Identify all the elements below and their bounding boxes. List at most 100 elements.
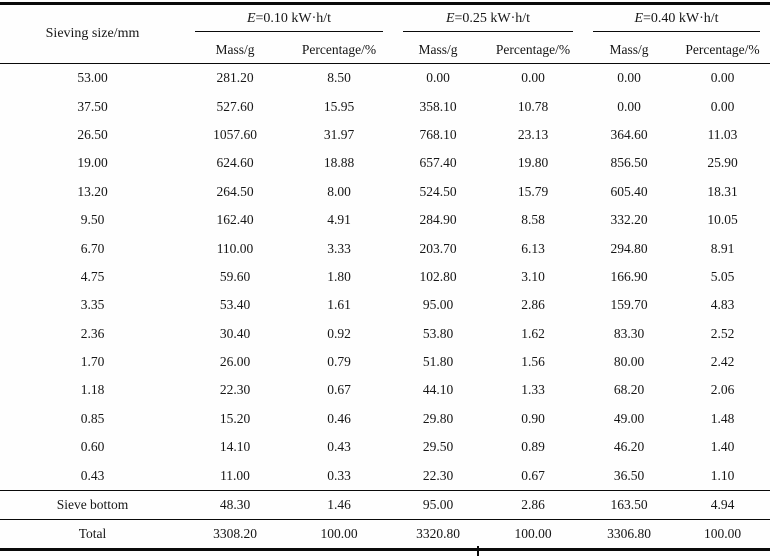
table-row: 0.43 11.00 0.33 22.30 0.67 36.50 1.10 (0, 461, 770, 490)
size-cell: 13.20 (77, 183, 108, 199)
column-group-e-025: E=0.25 kW·h/t (393, 4, 583, 37)
mass-cell: 26.00 (219, 354, 251, 370)
mass-cell: 95.00 (393, 489, 483, 520)
energy-symbol: E (445, 11, 455, 26)
size-cell: 1.70 (80, 354, 105, 370)
column-header-mass-1: Mass/g (185, 36, 285, 64)
table-row: 13.20 264.50 8.00 524.50 15.79 605.40 18.31 (0, 178, 770, 206)
size-cell: 53.00 (77, 70, 108, 86)
mass-cell: 527.60 (216, 98, 254, 114)
percentage-cell: 5.05 (710, 268, 735, 284)
column-header-mass-2: Mass/g (393, 36, 483, 64)
mass-cell: 53.80 (422, 325, 454, 341)
mass-cell: 3308.20 (185, 518, 285, 550)
percentage-cell: 100.00 (675, 518, 770, 550)
percentage-cell: 8.58 (521, 212, 545, 228)
mass-cell: 110.00 (216, 240, 254, 256)
column-header-percentage-1: Percentage/% (285, 36, 393, 64)
mass-cell: 3306.80 (583, 518, 675, 550)
percentage-cell: 11.03 (707, 126, 738, 142)
percentage-cell: 1.10 (710, 467, 735, 483)
percentage-cell: 8.91 (710, 240, 735, 256)
percentage-cell: 15.95 (323, 98, 355, 114)
mass-cell: 264.50 (216, 183, 254, 199)
mass-cell: 0.00 (426, 70, 450, 86)
mass-cell: 102.80 (419, 268, 457, 284)
energy-value-label: =0.40 kW·h/t (643, 11, 719, 26)
mass-cell: 22.30 (219, 382, 251, 398)
size-cell: 0.60 (80, 439, 105, 455)
energy-value-label: =0.10 kW·h/t (255, 11, 332, 26)
table-row: 1.18 22.30 0.67 44.10 1.33 68.20 2.06 (0, 376, 770, 404)
percentage-cell: 6.13 (521, 240, 545, 256)
mass-cell: 1057.60 (213, 126, 257, 142)
mass-cell: 657.40 (419, 155, 457, 171)
mass-cell: 29.50 (422, 439, 454, 455)
table-header: Sieving size/mm E=0.10 kW·h/t E=0.25 kW·… (0, 3, 770, 64)
percentage-cell: 0.67 (521, 467, 545, 483)
mass-cell: 48.30 (185, 489, 285, 520)
percentage-cell: 15.79 (517, 183, 549, 199)
mass-cell: 624.60 (216, 155, 254, 171)
mass-cell: 22.30 (422, 467, 454, 483)
percentage-cell: 3.10 (521, 268, 545, 284)
energy-value-label: =0.25 kW·h/t (454, 11, 531, 26)
table-row: 2.36 30.40 0.92 53.80 1.62 83.30 2.52 (0, 320, 770, 348)
mass-cell: 46.20 (613, 439, 645, 455)
percentage-cell: 0.33 (327, 467, 351, 483)
percentage-cell: 100.00 (483, 518, 583, 550)
percentage-cell: 31.97 (323, 126, 355, 142)
mass-cell: 856.50 (610, 155, 648, 171)
mass-cell: 51.80 (422, 354, 454, 370)
table-row: 19.00 624.60 18.88 657.40 19.80 856.50 25.90 (0, 149, 770, 177)
percentage-cell: 2.42 (710, 354, 735, 370)
subheader-row: Mass/g Percentage/% Mass/g Percentage/% … (0, 36, 770, 64)
percentage-cell: 100.00 (285, 518, 393, 550)
table-body: 53.00 281.20 8.50 0.00 0.00 0.00 0.00 37.50 527.… (0, 64, 770, 550)
percentage-cell: 0.79 (327, 354, 351, 370)
mass-cell: 364.60 (610, 126, 648, 142)
percentage-cell: 4.83 (710, 297, 735, 313)
percentage-cell: 1.61 (327, 297, 351, 313)
size-cell: 1.18 (80, 382, 105, 398)
percentage-cell: 3.33 (327, 240, 351, 256)
energy-symbol: E (634, 11, 643, 26)
size-cell: 0.43 (80, 467, 105, 483)
percentage-cell: 2.06 (710, 382, 735, 398)
mass-cell: 159.70 (610, 297, 648, 313)
mass-cell: 294.80 (610, 240, 648, 256)
table-row: 4.75 59.60 1.80 102.80 3.10 166.90 5.05 (0, 263, 770, 291)
group-header-row: Sieving size/mm E=0.10 kW·h/t E=0.25 kW·… (0, 3, 770, 64)
sieve-bottom-row: Sieve bottom 48.30 1.46 95.00 2.86 163.50 4.94 (0, 489, 770, 520)
table-row: 9.50 162.40 4.91 284.90 8.58 332.20 10.05 (0, 206, 770, 234)
scan-artifact-tick (477, 546, 479, 556)
mass-cell: 44.10 (422, 382, 454, 398)
size-cell: 4.75 (80, 268, 105, 284)
mass-cell: 36.50 (613, 467, 645, 483)
table-row: 3.35 53.40 1.61 95.00 2.86 159.70 4.83 (0, 291, 770, 319)
percentage-cell: 1.48 (710, 410, 735, 426)
mass-cell: 11.00 (220, 467, 250, 483)
mass-cell: 524.50 (419, 183, 457, 199)
percentage-cell: 0.00 (710, 98, 735, 114)
mass-cell: 53.40 (219, 297, 251, 313)
percentage-cell: 23.13 (517, 126, 549, 142)
percentage-cell: 2.52 (710, 325, 735, 341)
mass-cell: 29.80 (422, 410, 454, 426)
mass-cell: 0.00 (617, 98, 641, 114)
size-cell: 19.00 (77, 155, 108, 171)
percentage-cell: 0.43 (327, 439, 351, 455)
size-cell: 2.36 (80, 325, 105, 341)
total-row: Total 3308.20 100.00 3320.80 100.00 3306.80 10… (0, 518, 770, 550)
size-cell: 3.35 (80, 297, 105, 313)
percentage-cell: 0.92 (327, 325, 351, 341)
mass-cell: 15.20 (219, 410, 251, 426)
percentage-cell: 4.91 (327, 212, 351, 228)
mass-cell: 162.40 (216, 212, 254, 228)
mass-cell: 332.20 (610, 212, 648, 228)
percentage-cell: 4.94 (675, 489, 770, 520)
table-row: 53.00 281.20 8.50 0.00 0.00 0.00 0.00 (0, 64, 770, 93)
mass-cell: 605.40 (610, 183, 648, 199)
percentage-cell: 0.67 (327, 382, 351, 398)
